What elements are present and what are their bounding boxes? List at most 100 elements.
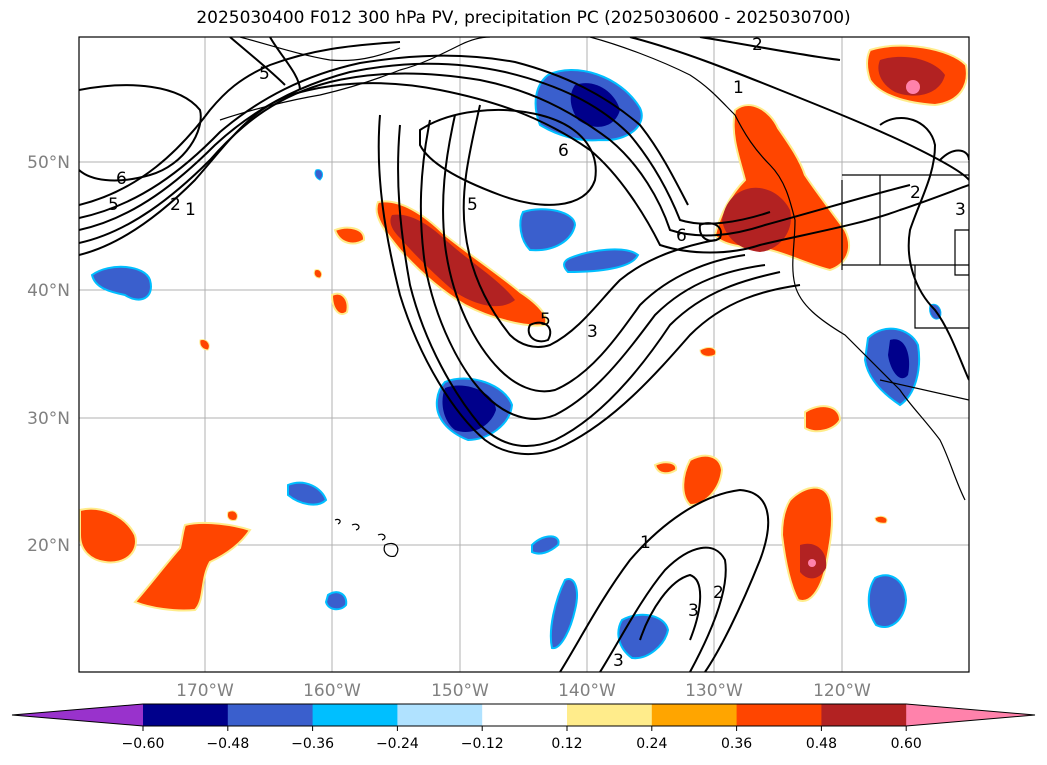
pos-blob-small-2 xyxy=(330,292,349,315)
hawaii-islands xyxy=(334,518,399,557)
pv-contour-4 xyxy=(79,62,771,231)
contour-label: 5 xyxy=(467,195,478,215)
colorbar-segment xyxy=(736,704,822,726)
pv-trough-3 xyxy=(419,119,766,420)
pos-blob-small-7 xyxy=(874,515,888,524)
colorbar-segment xyxy=(482,704,568,726)
longitude-labels: 170°W 160°W 150°W 140°W 130°W 120°W xyxy=(176,681,871,701)
lon-label-170w: 170°W xyxy=(176,681,234,701)
contour-label: 5 xyxy=(108,195,119,215)
coastlines xyxy=(219,37,969,557)
neg-blob-small-1 xyxy=(314,169,324,181)
pv-contour-north-2 xyxy=(269,37,301,91)
pv-contour-north-1 xyxy=(229,37,286,86)
colorbar-tick-label: 0.36 xyxy=(721,736,752,752)
pv-small-loop xyxy=(698,222,722,242)
pos-blob-small-4 xyxy=(199,339,210,351)
pv-contour-6 xyxy=(79,41,401,206)
pos-blob-small-1 xyxy=(333,226,365,245)
pos-peak-canada xyxy=(906,80,920,94)
pv-trough-1 xyxy=(462,104,716,348)
pos-blob-far-west xyxy=(79,507,137,564)
colorbar-tick-label: 0.24 xyxy=(636,736,667,752)
contour-label: 1 xyxy=(640,533,651,553)
pv-contour-2-north xyxy=(699,37,841,61)
pos-blob-small-5 xyxy=(699,347,717,357)
pos-blob-subtropic-1 xyxy=(682,454,724,507)
contour-label: 3 xyxy=(613,651,624,671)
colorbar-segment xyxy=(397,704,483,726)
lon-label-150w: 150°W xyxy=(431,681,489,701)
state-borders xyxy=(841,174,969,401)
pos-blob-small-3 xyxy=(313,269,323,279)
pv-contour-inner-high xyxy=(419,109,597,206)
colorbar-tick-label: 0.60 xyxy=(891,736,922,752)
contour-labels: 5 6 5 2 1 2 1 2 3 6 5 6 3 5 1 2 3 3 xyxy=(108,35,966,671)
alaska-south-coast xyxy=(239,37,401,62)
colorbar-segment xyxy=(227,704,314,726)
contour-label: 5 xyxy=(259,64,270,84)
map-title: 2025030400 F012 300 hPa PV, precipitatio… xyxy=(196,8,851,28)
pv-south-2 xyxy=(599,546,727,672)
state-border-box xyxy=(954,229,969,276)
contour-label: 6 xyxy=(676,226,687,246)
colorbar-tick-label: −0.36 xyxy=(291,736,334,752)
pv-contour-east-1 xyxy=(879,116,969,381)
contour-label: 6 xyxy=(116,169,127,189)
north-america-west-coast xyxy=(589,37,966,501)
lon-label-140w: 140°W xyxy=(558,681,616,701)
pv-cutoff xyxy=(527,321,552,343)
colorbar-tick-label: −0.60 xyxy=(122,736,165,752)
pv-contours xyxy=(79,37,969,672)
pos-blob-small-6 xyxy=(227,510,238,521)
pos-core-canada xyxy=(878,56,945,96)
contour-label: 1 xyxy=(733,78,744,98)
colorbar-tick-label: −0.12 xyxy=(461,736,504,752)
neg-core-subtropical xyxy=(442,385,496,432)
lat-label-50n: 50°N xyxy=(27,153,70,173)
pv-trough-5 xyxy=(377,114,801,456)
contour-label: 2 xyxy=(910,183,921,203)
neg-blob-south-1 xyxy=(324,591,348,611)
colorbar-segment xyxy=(651,704,738,726)
pv-trough-4 xyxy=(397,124,781,447)
contour-label: 3 xyxy=(587,322,598,342)
contour-label: 2 xyxy=(752,35,763,55)
lat-label-20n: 20°N xyxy=(27,536,70,556)
neg-core-california xyxy=(888,339,910,379)
neg-blob-hawaii-north xyxy=(287,481,328,506)
lat-label-30n: 30°N xyxy=(27,409,70,429)
pv-contour-5 xyxy=(79,54,689,219)
colorbar-tick-label: 0.12 xyxy=(551,736,582,752)
colorbar-segment xyxy=(821,704,907,726)
lon-label-160w: 160°W xyxy=(303,681,361,701)
pv-trough-2 xyxy=(442,114,746,393)
pos-blob-subtropic-2 xyxy=(653,461,678,475)
contour-label: 3 xyxy=(688,601,699,621)
lat-label-40n: 40°N xyxy=(27,281,70,301)
colorbar-tick-label: 0.48 xyxy=(806,736,837,752)
neg-blob-mexico xyxy=(867,574,908,628)
neg-blob-mid-pacific xyxy=(563,248,640,274)
pv-contour-1-north xyxy=(629,37,969,181)
map-panel xyxy=(79,37,969,672)
neg-blob-south-3 xyxy=(549,578,578,650)
pv-contour-3 xyxy=(79,72,911,244)
pos-blob-baja xyxy=(804,405,842,433)
map-frame xyxy=(78,36,970,673)
pos-peak-mexico xyxy=(808,559,816,567)
neg-blob-ne-pacific xyxy=(519,208,577,252)
latitude-labels: 50°N 40°N 30°N 20°N xyxy=(27,153,70,556)
lon-label-130w: 130°W xyxy=(685,681,743,701)
colorbar-tick-label: −0.24 xyxy=(376,736,419,752)
colorbar-tick-label: −0.48 xyxy=(206,736,249,752)
contour-label: 5 xyxy=(540,310,551,330)
colorbar: −0.60 −0.48 −0.36 −0.24 −0.12 0.12 0.24 0.36 0.4… xyxy=(11,703,1036,752)
colorbar-extend-min xyxy=(12,704,143,726)
colorbar-segment xyxy=(143,704,229,726)
contour-label: 3 xyxy=(955,200,966,220)
colorbar-extend-max xyxy=(906,704,1035,726)
contour-label: 6 xyxy=(558,141,569,161)
pos-core-pnw xyxy=(722,187,791,252)
